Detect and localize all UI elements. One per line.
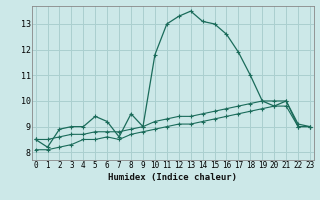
X-axis label: Humidex (Indice chaleur): Humidex (Indice chaleur): [108, 173, 237, 182]
